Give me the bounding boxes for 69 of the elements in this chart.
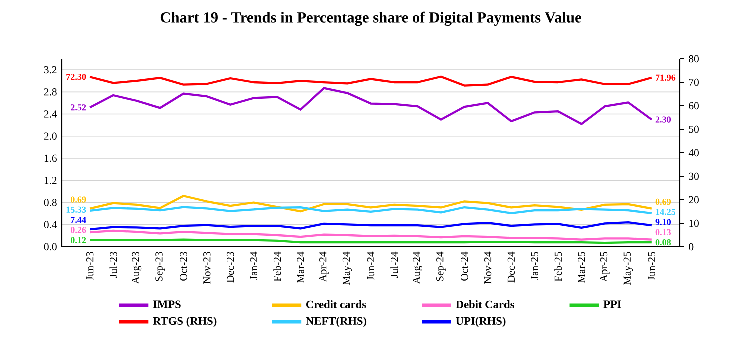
x-tick-label: Mar-24 xyxy=(297,252,304,284)
y-tick-label: 0.4 xyxy=(44,221,58,228)
y2-tick-label: 60 xyxy=(689,102,699,110)
x-tick-label: Jun-25 xyxy=(648,252,656,281)
legend-label: IMPS xyxy=(153,300,181,308)
y-tick-label: 1.2 xyxy=(44,177,57,184)
x-tick-label: Jan-24 xyxy=(250,252,258,280)
data-label: 0.26 xyxy=(70,227,86,234)
x-tick-label: Jun-24 xyxy=(367,252,375,281)
x-tick-label: Sep-23 xyxy=(156,252,165,282)
y2-tick-label: 50 xyxy=(689,126,699,134)
y-tick-label: 0.0 xyxy=(44,243,57,251)
data-label: 0.12 xyxy=(70,237,86,244)
x-tick-label: Dec-24 xyxy=(508,252,516,283)
x-tick-label: Feb-24 xyxy=(274,252,282,282)
x-tick-label: Aug-23 xyxy=(132,252,142,284)
y-tick-label: 2.8 xyxy=(44,88,57,96)
x-tick-label: Mar-25 xyxy=(578,252,586,284)
y2-tick-label: 70 xyxy=(689,78,699,86)
data-label: 2.30 xyxy=(656,116,672,123)
legend-label: Debit Cards xyxy=(456,300,514,308)
data-label: 0.13 xyxy=(656,229,672,236)
data-label: 71.96 xyxy=(656,74,676,81)
data-label: 14.25 xyxy=(656,209,676,216)
x-tick-label: Jul-23 xyxy=(110,252,118,278)
legend-label: UPI(RHS) xyxy=(456,317,506,328)
legend-label: PPI xyxy=(604,300,622,308)
legend-label: NEFT(RHS) xyxy=(306,317,367,328)
y2-tick-label: 0 xyxy=(689,243,694,251)
x-tick-label: Sep-24 xyxy=(436,252,446,282)
y-tick-label: 2.0 xyxy=(44,132,57,140)
x-tick-label: Aug-24 xyxy=(413,252,422,284)
x-tick-label: Oct-23 xyxy=(180,252,188,281)
x-tick-label: Jul-24 xyxy=(390,252,398,278)
x-tick-label: Apr-25 xyxy=(600,252,610,282)
line-series xyxy=(89,230,653,241)
y2-tick-label: 10 xyxy=(690,220,699,228)
y2-tick-label: 20 xyxy=(689,196,699,204)
data-label: 0.08 xyxy=(656,239,672,246)
x-tick-label: Jun-23 xyxy=(86,252,94,281)
data-label: 2.52 xyxy=(71,104,86,111)
data-label: 9.10 xyxy=(656,219,672,226)
y-tick-label: 3.2 xyxy=(44,66,57,74)
data-label: 7.44 xyxy=(71,217,86,224)
y-tick-label: 1.6 xyxy=(44,154,57,162)
x-tick-label: Oct-24 xyxy=(461,252,468,281)
x-tick-label: Nov-24 xyxy=(484,252,492,284)
line-series xyxy=(89,87,653,126)
legend-label: RTGS (RHS) xyxy=(153,317,217,328)
x-tick-label: Feb-25 xyxy=(554,252,562,282)
data-label: 72.30 xyxy=(66,74,86,80)
data-label: 0.69 xyxy=(70,196,86,203)
line-series xyxy=(89,206,653,215)
y2-tick-label: 30 xyxy=(689,172,699,180)
legend-label: Credit cards xyxy=(306,300,366,308)
y2-tick-label: 80 xyxy=(689,55,699,63)
line-series xyxy=(89,76,653,87)
chart-title: Chart 19 - Trends in Percentage share of Digital Payments Value xyxy=(160,12,582,26)
x-tick-label: Nov-23 xyxy=(204,252,211,284)
x-tick-label: May-24 xyxy=(342,252,352,286)
y2-tick-label: 40 xyxy=(688,149,699,157)
x-tick-label: Dec-23 xyxy=(226,252,234,283)
data-label: 15.33 xyxy=(66,206,86,214)
y-tick-label: 2.4 xyxy=(44,110,58,118)
x-tick-label: May-25 xyxy=(624,252,634,286)
x-tick-label: Apr-24 xyxy=(320,252,329,282)
y-tick-label: 0.8 xyxy=(44,199,57,206)
x-tick-label: Jan-25 xyxy=(531,252,538,280)
data-label: 0.69 xyxy=(656,198,672,206)
